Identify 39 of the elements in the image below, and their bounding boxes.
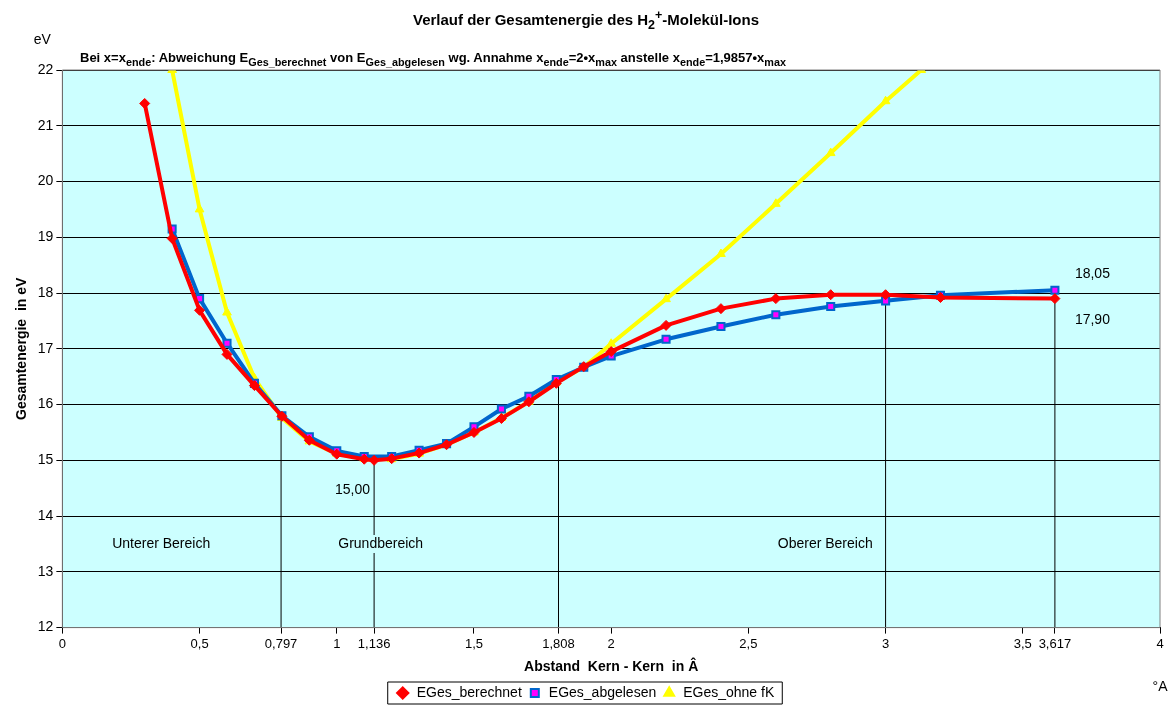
y-tick-label: 13: [37, 562, 54, 579]
legend-label: EGes_ohne fK: [683, 683, 775, 700]
y-tick-label: 21: [37, 116, 54, 133]
chart-title: Verlauf der Gesamtenergie des H$_{2}$$^{+}$-Molekül-Ions: [411, 8, 760, 32]
y-tick-label: 19: [37, 228, 54, 245]
y-tick-label: 22: [37, 60, 54, 77]
x-tick-label: 1,808: [542, 635, 575, 651]
x-tick-label: 3,617: [1038, 635, 1072, 651]
data-label: 15,00: [335, 481, 371, 498]
x-tick-label: 0,5: [190, 635, 209, 651]
text: °A: [1152, 678, 1169, 695]
x-tick-label: 1: [333, 635, 341, 651]
x-tick-label: 3: [881, 635, 890, 651]
text: Bei x=x$_{ende}$: Abweichung E$_{Ges_berechnet}$ von E$_{Ges_abgelesen}$ wg. Annahme x$_{ende}$=2•x$_{max}$ anstelle x$_{ende}$=1,9857•x$_{max}$: [80, 50, 786, 68]
y-tick-label: 16: [37, 395, 54, 412]
x-tick-label: 2: [607, 635, 615, 651]
legend-label: EGes_abgelesen: [548, 683, 657, 700]
annotation: Unterer Bereich: [112, 534, 211, 551]
annotation: Grundbereich: [338, 534, 424, 551]
x-tick-label: 3,5: [1013, 635, 1032, 651]
annotation: Oberer Bereich: [777, 534, 873, 551]
legend-label: EGes_berechnet: [416, 683, 522, 700]
x-tick-label: 4: [1156, 635, 1164, 651]
y-tick-label: 20: [37, 172, 54, 189]
text: eV: [33, 30, 52, 47]
y-axis-title: Gesamtenergie in eV: [13, 276, 30, 420]
x-tick-label: 2,5: [739, 635, 758, 651]
x-tick-label: 0: [58, 635, 66, 651]
y-tick-label: 17: [37, 339, 54, 356]
x-tick-label: 1,5: [464, 635, 484, 651]
x-tick-label: 1,136: [357, 635, 391, 651]
y-tick-label: 15: [37, 451, 54, 468]
data-label: 18,05: [1074, 265, 1111, 282]
data-label: 17,90: [1074, 311, 1111, 328]
y-tick-label: 18: [37, 283, 54, 300]
x-tick-label: 0,797: [264, 635, 298, 651]
y-tick-label: 14: [37, 506, 54, 523]
x-axis-title: Abstand Kern - Kern in Â: [524, 657, 699, 675]
y-tick-label: 12: [37, 618, 54, 635]
